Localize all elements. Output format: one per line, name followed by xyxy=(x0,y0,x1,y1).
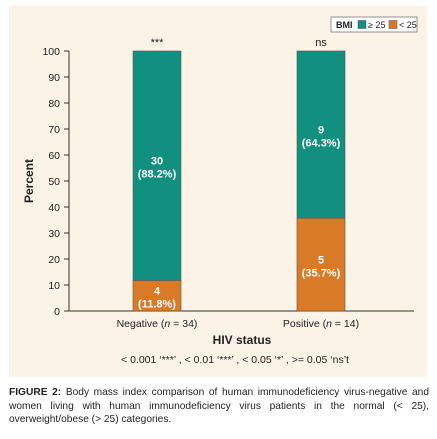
legend-swatch xyxy=(357,20,367,29)
y-tick-label: 30 xyxy=(48,228,60,240)
data-label-count: 30 xyxy=(151,156,163,168)
stacked-bar-chart: 0102030405060708090100Percent4(11.8%)30(… xyxy=(22,16,418,366)
x-tick-label: Positive (n = 14) xyxy=(283,318,359,330)
y-tick-label: 100 xyxy=(42,46,60,58)
y-tick-label: 10 xyxy=(48,280,60,292)
legend-item-label: ≥ 25 xyxy=(368,20,385,30)
x-tick-label-n: n xyxy=(164,318,170,330)
x-tick-label-prefix: Negative ( xyxy=(117,318,165,330)
bar-segment-25-plus xyxy=(132,50,182,281)
legend-swatch xyxy=(388,20,398,29)
data-label-count: 5 xyxy=(318,255,324,267)
x-tick-label-suffix: = 34) xyxy=(170,318,197,330)
significance-label: *** xyxy=(151,37,165,49)
significance-footnote: < 0.001 ‘***’ , < 0.01 ‘***’ , < 0.05 ‘*… xyxy=(121,354,349,366)
significance-label: ns xyxy=(315,37,327,49)
x-tick-label-suffix: = 14) xyxy=(332,318,359,330)
data-label-count: 9 xyxy=(318,125,324,137)
y-tick-label: 0 xyxy=(54,306,60,318)
legend-item-label: < 25 xyxy=(399,20,417,30)
data-label-percent: (11.8%) xyxy=(138,299,176,311)
legend-title: BMI xyxy=(336,20,353,30)
bar-segment-under-25 xyxy=(296,217,346,312)
x-axis-title: HIV status xyxy=(213,333,272,347)
figure-panel: 0 10 20 30 40 50 60 70 80 90 100 Percent 4 (11.8%) 30(… xyxy=(9,6,427,377)
data-label-percent: (88.2%) xyxy=(138,169,177,181)
y-tick-label: 50 xyxy=(48,176,60,188)
caption-label: FIGURE 2: xyxy=(9,387,62,398)
figure-caption: FIGURE 2: Body mass index comparison of … xyxy=(9,386,429,427)
x-tick-label-prefix: Positive ( xyxy=(283,318,327,330)
y-tick-label: 90 xyxy=(48,72,60,84)
data-label-count: 4 xyxy=(154,286,161,298)
bar-segment-25-plus xyxy=(296,50,346,219)
x-tick-label: Negative (n = 34) xyxy=(117,318,198,330)
y-tick-label: 20 xyxy=(48,254,60,266)
y-tick-label: 80 xyxy=(48,98,60,110)
y-tick-label: 60 xyxy=(48,150,60,162)
x-tick-label-n: n xyxy=(326,318,332,330)
data-label-percent: (64.3%) xyxy=(302,138,341,150)
data-label-percent: (35.7%) xyxy=(302,268,341,280)
y-axis-title: Percent xyxy=(22,159,36,203)
y-tick-label: 70 xyxy=(48,124,60,136)
bar-segment-under-25 xyxy=(132,280,182,312)
y-tick-label: 40 xyxy=(48,202,60,214)
caption-text: Body mass index comparison of human immu… xyxy=(9,387,429,425)
